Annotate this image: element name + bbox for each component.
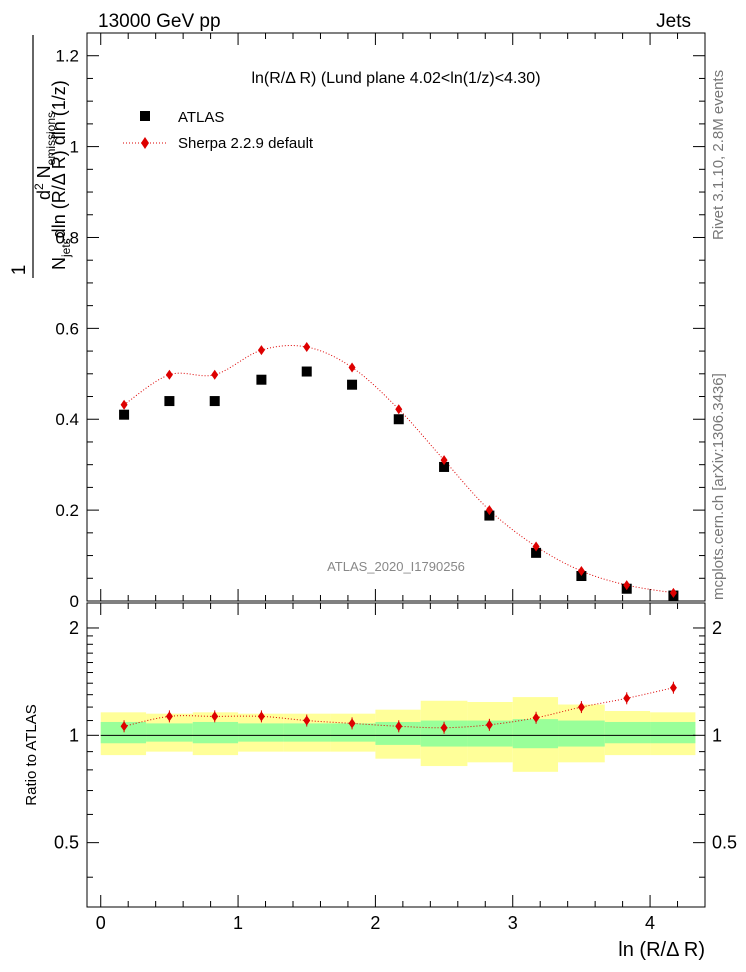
sherpa-point bbox=[440, 455, 448, 466]
ratio-y-tick-label-right: 2 bbox=[712, 618, 722, 638]
ratio-green-band bbox=[650, 721, 696, 744]
ratio-sherpa-point bbox=[395, 721, 403, 732]
main-y-tick-label: 0 bbox=[70, 592, 79, 611]
watermark: ATLAS_2020_I1790256 bbox=[327, 559, 465, 574]
ratio-sherpa-point bbox=[532, 712, 540, 723]
x-tick-label: 1 bbox=[233, 913, 243, 933]
ratio-sherpa-point bbox=[348, 718, 356, 729]
ratio-sherpa-point bbox=[440, 722, 448, 733]
ratio-green-band bbox=[558, 720, 605, 747]
sherpa-point bbox=[395, 404, 403, 415]
ratio-sherpa-point bbox=[623, 693, 631, 704]
main-plot-panel: 0 0.2 0.4 0.6 0.8 1 1.2 ln(R/Δ R) (Lund plane … bbox=[9, 32, 706, 611]
ratio-y-tick-label-right: 0.5 bbox=[712, 833, 737, 853]
atlas-point bbox=[393, 414, 404, 425]
ratio-green-band bbox=[604, 721, 651, 744]
svg-text:d2 Nemissions: d2 Nemissions bbox=[32, 112, 58, 200]
ratio-green-band bbox=[146, 723, 193, 742]
sherpa-point bbox=[303, 341, 311, 352]
ratio-green-band bbox=[283, 723, 331, 742]
legend-atlas-marker bbox=[140, 111, 150, 121]
ratio-sherpa-point bbox=[165, 711, 173, 722]
atlas-point bbox=[119, 409, 130, 420]
main-y-ticks: 0 0.2 0.4 0.6 0.8 1 1.2 bbox=[55, 47, 705, 611]
mcplots-label: mcplots.cern.ch [arXiv:1306.3436] bbox=[710, 373, 727, 600]
sherpa-point bbox=[485, 505, 493, 516]
atlas-point bbox=[301, 366, 312, 377]
x-tick-label: 0 bbox=[96, 913, 106, 933]
main-y-tick-label: 0.4 bbox=[55, 410, 79, 429]
main-x-ticks bbox=[100, 33, 706, 601]
ratio-sherpa-point bbox=[257, 711, 265, 722]
sherpa-curve bbox=[123, 345, 674, 594]
sherpa-point bbox=[165, 369, 173, 380]
x-tick-label: 2 bbox=[370, 913, 380, 933]
legend-atlas-label: ATLAS bbox=[178, 109, 224, 126]
ratio-sherpa-point bbox=[120, 721, 128, 732]
ratio-x-ticks: 0 1 2 3 4 bbox=[96, 603, 706, 933]
atlas-point bbox=[531, 547, 542, 558]
main-y-tick-label: 0.8 bbox=[55, 228, 79, 247]
main-plot-frame bbox=[86, 32, 706, 602]
ratio-sherpa-point bbox=[485, 719, 493, 730]
ratio-green-band bbox=[512, 719, 559, 749]
sherpa-point bbox=[577, 566, 585, 577]
x-axis-label: ln (R/Δ R) bbox=[618, 939, 705, 961]
header-left: 13000 GeV pp bbox=[98, 11, 221, 32]
atlas-point bbox=[256, 374, 267, 385]
ratio-green-band bbox=[238, 723, 284, 742]
main-marks bbox=[119, 341, 679, 601]
sherpa-point bbox=[120, 399, 128, 410]
ratio-sherpa-point bbox=[211, 711, 219, 722]
ratio-green-band bbox=[192, 721, 239, 744]
ratio-marks bbox=[120, 681, 677, 734]
legend-sherpa-marker bbox=[141, 137, 149, 149]
svg-text:1: 1 bbox=[9, 265, 30, 276]
x-tick-label: 4 bbox=[645, 913, 655, 933]
main-y-tick-label: 0.2 bbox=[55, 501, 79, 520]
legend-sherpa-label: Sherpa 2.2.9 default bbox=[178, 135, 314, 152]
ratio-green-band bbox=[330, 723, 376, 742]
ratio-y-tick-label: 1 bbox=[69, 725, 79, 745]
atlas-point bbox=[439, 461, 450, 472]
ratio-y-tick-label: 2 bbox=[69, 618, 79, 638]
x-tick-label: 3 bbox=[508, 913, 518, 933]
sherpa-point bbox=[623, 580, 631, 591]
sherpa-point bbox=[669, 587, 677, 598]
svg-text:Njetsdln (R/Δ R) dln (1/z): Njetsdln (R/Δ R) dln (1/z) bbox=[49, 80, 73, 270]
sherpa-point bbox=[257, 345, 265, 356]
main-y-tick-label: 0.6 bbox=[55, 319, 79, 338]
sherpa-point bbox=[211, 369, 219, 380]
sherpa-point bbox=[348, 362, 356, 373]
plot-title: ln(R/Δ R) (Lund plane 4.02<ln(1/z)<4.30) bbox=[251, 70, 540, 87]
sherpa-point bbox=[532, 541, 540, 552]
rivet-label: Rivet 3.1.10, 2.8M events bbox=[710, 70, 727, 240]
atlas-point bbox=[347, 379, 358, 390]
legend: ATLAS Sherpa 2.2.9 default bbox=[123, 109, 314, 152]
main-y-tick-label: 1.2 bbox=[55, 47, 79, 66]
ratio-y-axis-label: Ratio to ATLAS bbox=[23, 704, 40, 805]
ratio-sherpa-point bbox=[669, 682, 677, 693]
ratio-y-ticks: 0.5 0.5 1 1 2 2 bbox=[54, 618, 737, 878]
header-right: Jets bbox=[656, 11, 691, 32]
ratio-plot-frame bbox=[86, 602, 706, 908]
ratio-sherpa-point bbox=[577, 702, 585, 713]
ratio-y-tick-label: 0.5 bbox=[54, 833, 79, 853]
ratio-plot-panel: 0.5 0.5 1 1 2 2 0 1 2 3 4 Ratio to ATLAS ln (R/Δ … bbox=[23, 602, 737, 961]
atlas-point bbox=[164, 396, 175, 407]
main-y-tick-label: 1 bbox=[70, 138, 79, 157]
ratio-green-band bbox=[375, 721, 421, 745]
atlas-point bbox=[484, 510, 495, 521]
main-y-axis-label: 1 d2 Nemissions Njetsdln (R/Δ R) dln (1/… bbox=[9, 35, 73, 278]
ratio-y-tick-label-right: 1 bbox=[712, 725, 722, 745]
atlas-point bbox=[209, 396, 220, 407]
ratio-bands bbox=[100, 697, 696, 772]
ratio-sherpa-point bbox=[303, 715, 311, 726]
ratio-green-band bbox=[100, 721, 147, 744]
